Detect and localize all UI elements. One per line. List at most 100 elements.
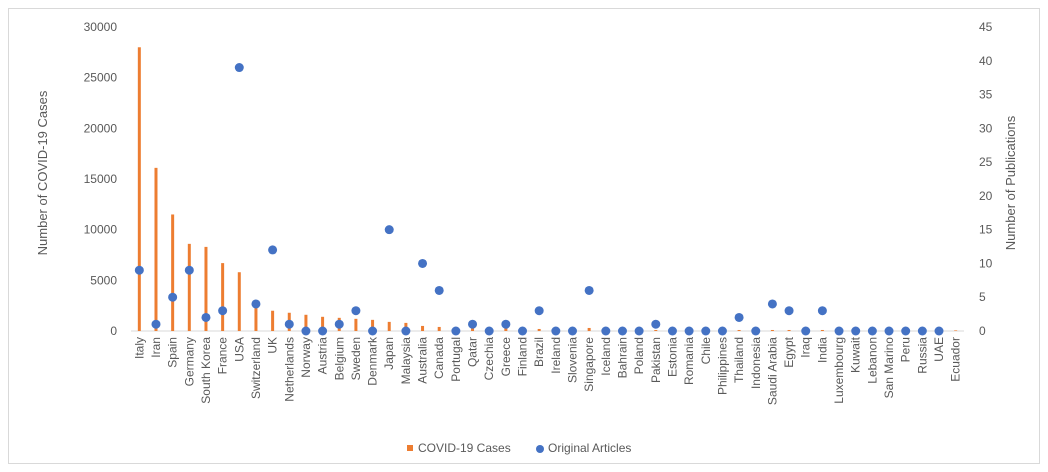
y2-tick-label: 10 xyxy=(979,256,993,270)
point-original-articles xyxy=(218,306,228,316)
y2-tick-label: 40 xyxy=(979,54,993,68)
x-tick-label: Saudi Arabia xyxy=(765,337,779,405)
legend-marker-original-articles xyxy=(536,445,544,453)
point-original-articles xyxy=(451,326,461,336)
legend-label-covid-cases: COVID-19 Cases xyxy=(418,441,511,455)
bar-covid-cases xyxy=(737,329,741,331)
point-original-articles xyxy=(534,306,544,316)
point-original-articles xyxy=(484,326,494,336)
point-original-articles xyxy=(384,225,394,235)
point-original-articles xyxy=(184,265,194,275)
x-tick-label: South Korea xyxy=(199,337,213,404)
bar-covid-cases xyxy=(471,327,475,331)
y2-tick-label: 45 xyxy=(979,20,993,34)
point-original-articles xyxy=(368,326,378,336)
y-tick-label: 30000 xyxy=(84,20,118,34)
legend: COVID-19 Cases Original Articles xyxy=(407,441,631,455)
x-tick-label: Ecuador xyxy=(949,337,963,382)
point-original-articles xyxy=(134,265,144,275)
x-tick-label: Germany xyxy=(182,337,196,386)
point-original-articles xyxy=(851,326,861,336)
x-tick-label: Slovenia xyxy=(565,337,579,383)
bar-covid-cases xyxy=(371,319,375,331)
bar-covid-cases xyxy=(820,329,824,331)
point-original-articles xyxy=(551,326,561,336)
point-original-articles xyxy=(351,306,361,316)
point-original-articles xyxy=(801,326,811,336)
x-tick-label: Pakistan xyxy=(649,337,663,383)
x-tick-label: USA xyxy=(232,337,246,362)
point-original-articles xyxy=(168,292,178,302)
x-tick-label: Egypt xyxy=(782,336,796,367)
point-original-articles xyxy=(617,326,627,336)
point-original-articles xyxy=(518,326,528,336)
bar-covid-cases xyxy=(271,310,275,331)
y2-axis-title: Number of Publications xyxy=(1003,115,1018,250)
bar-covid-cases xyxy=(787,329,791,331)
x-tick-label: Denmark xyxy=(366,336,380,386)
x-tick-label: Philippines xyxy=(715,337,729,395)
y2-tick-label: 5 xyxy=(979,290,986,304)
point-original-articles xyxy=(817,306,827,316)
y2-tick-label: 15 xyxy=(979,223,993,237)
x-tick-label: Estonia xyxy=(665,337,679,377)
point-original-articles xyxy=(634,326,644,336)
point-original-articles xyxy=(318,326,328,336)
x-tick-label: Finland xyxy=(516,337,530,376)
point-original-articles xyxy=(334,319,344,329)
x-tick-label: Spain xyxy=(166,337,180,368)
point-original-articles xyxy=(234,63,244,73)
bar-covid-cases xyxy=(171,214,175,331)
x-tick-label: Ireland xyxy=(549,337,563,374)
x-tick-label: Portugal xyxy=(449,337,463,382)
point-original-articles xyxy=(934,326,944,336)
point-original-articles xyxy=(468,319,478,329)
bar-covid-cases xyxy=(354,318,358,331)
x-tick-label: Iceland xyxy=(599,337,613,376)
y-tick-label: 20000 xyxy=(84,121,118,135)
x-tick-label: Indonesia xyxy=(749,337,763,389)
bar-covid-cases xyxy=(187,243,191,331)
bar-covid-cases xyxy=(221,263,225,331)
x-tick-label: Sweden xyxy=(349,337,363,380)
point-original-articles xyxy=(151,319,161,329)
x-tick-label: Belgium xyxy=(332,337,346,380)
x-tick-label: Malaysia xyxy=(399,337,413,385)
x-tick-label: UAE xyxy=(932,337,946,362)
bar-covid-cases xyxy=(654,329,658,331)
bar-covid-cases xyxy=(304,314,308,331)
point-original-articles xyxy=(834,326,844,336)
bar-covid-cases xyxy=(254,303,258,331)
chart-frame: 0 5000 10000 15000 20000 25000 30000 0 5 10 15 20 2… xyxy=(8,8,1040,464)
point-original-articles xyxy=(418,258,428,268)
point-original-articles xyxy=(651,319,661,329)
x-tick-label: Russia xyxy=(915,337,929,374)
bar-covid-cases xyxy=(137,47,141,332)
x-tick-label: Thailand xyxy=(732,337,746,383)
x-tick-label: Norway xyxy=(299,337,313,378)
x-tick-label: Austria xyxy=(316,337,330,375)
bar-covid-cases xyxy=(437,326,441,331)
point-original-articles xyxy=(751,326,761,336)
point-original-articles xyxy=(784,306,794,316)
x-tick-label: Czechia xyxy=(482,337,496,381)
point-original-articles xyxy=(284,319,294,329)
point-original-articles xyxy=(717,326,727,336)
x-tick-label: Italy xyxy=(132,337,146,359)
point-original-articles xyxy=(434,285,444,295)
point-original-articles xyxy=(567,326,577,336)
x-tick-label: Canada xyxy=(432,337,446,379)
legend-label-original-articles: Original Articles xyxy=(548,441,631,455)
bar-covid-cases xyxy=(587,327,591,331)
x-tick-label: Switzerland xyxy=(249,337,263,399)
point-original-articles xyxy=(584,285,594,295)
y-tick-label: 5000 xyxy=(90,273,117,287)
y-tick-label: 0 xyxy=(110,324,117,338)
bar-covid-cases xyxy=(504,328,508,331)
x-tick-label: Peru xyxy=(899,337,913,362)
point-original-articles xyxy=(268,245,278,255)
y-axis-title: Number of COVID-19 Cases xyxy=(35,90,50,255)
point-original-articles xyxy=(884,326,894,336)
x-tick-label: Iran xyxy=(149,337,163,358)
combo-chart: 0 5000 10000 15000 20000 25000 30000 0 5 10 15 20 2… xyxy=(35,20,1018,455)
